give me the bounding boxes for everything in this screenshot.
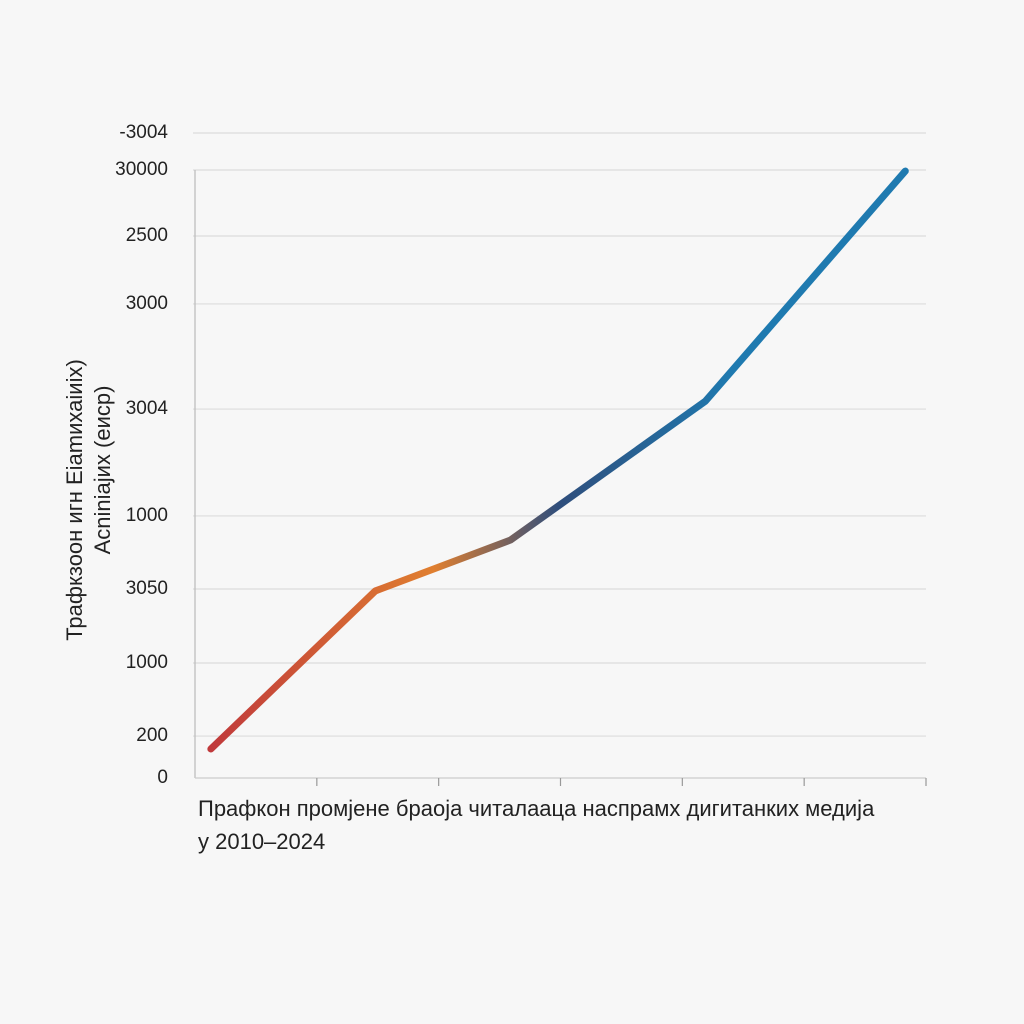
- y-tick-label: 3050: [126, 578, 168, 599]
- y-tick-label: 1000: [126, 505, 168, 526]
- chart-title: Прафкон промјене браоја читалаацa наспра…: [198, 796, 875, 821]
- chart-title: у 2010–2024: [198, 829, 325, 854]
- y-tick-label: 1000: [126, 652, 168, 673]
- data-line: [207, 167, 909, 753]
- y-tick-label: 3004: [126, 398, 169, 419]
- y-tick-label: -3004: [119, 122, 168, 143]
- y-tick-label: 200: [136, 725, 168, 746]
- y-tick-label: 3000: [126, 293, 168, 314]
- y-axis-label: Трафкзоон игн Еiamихаiиiх): [62, 359, 87, 641]
- y-tick-label: 2500: [126, 225, 168, 246]
- y-tick-label: 0: [157, 767, 168, 788]
- y-axis-label: Асnіnіајих (еиср): [90, 386, 115, 555]
- y-tick-label: 30000: [115, 159, 168, 180]
